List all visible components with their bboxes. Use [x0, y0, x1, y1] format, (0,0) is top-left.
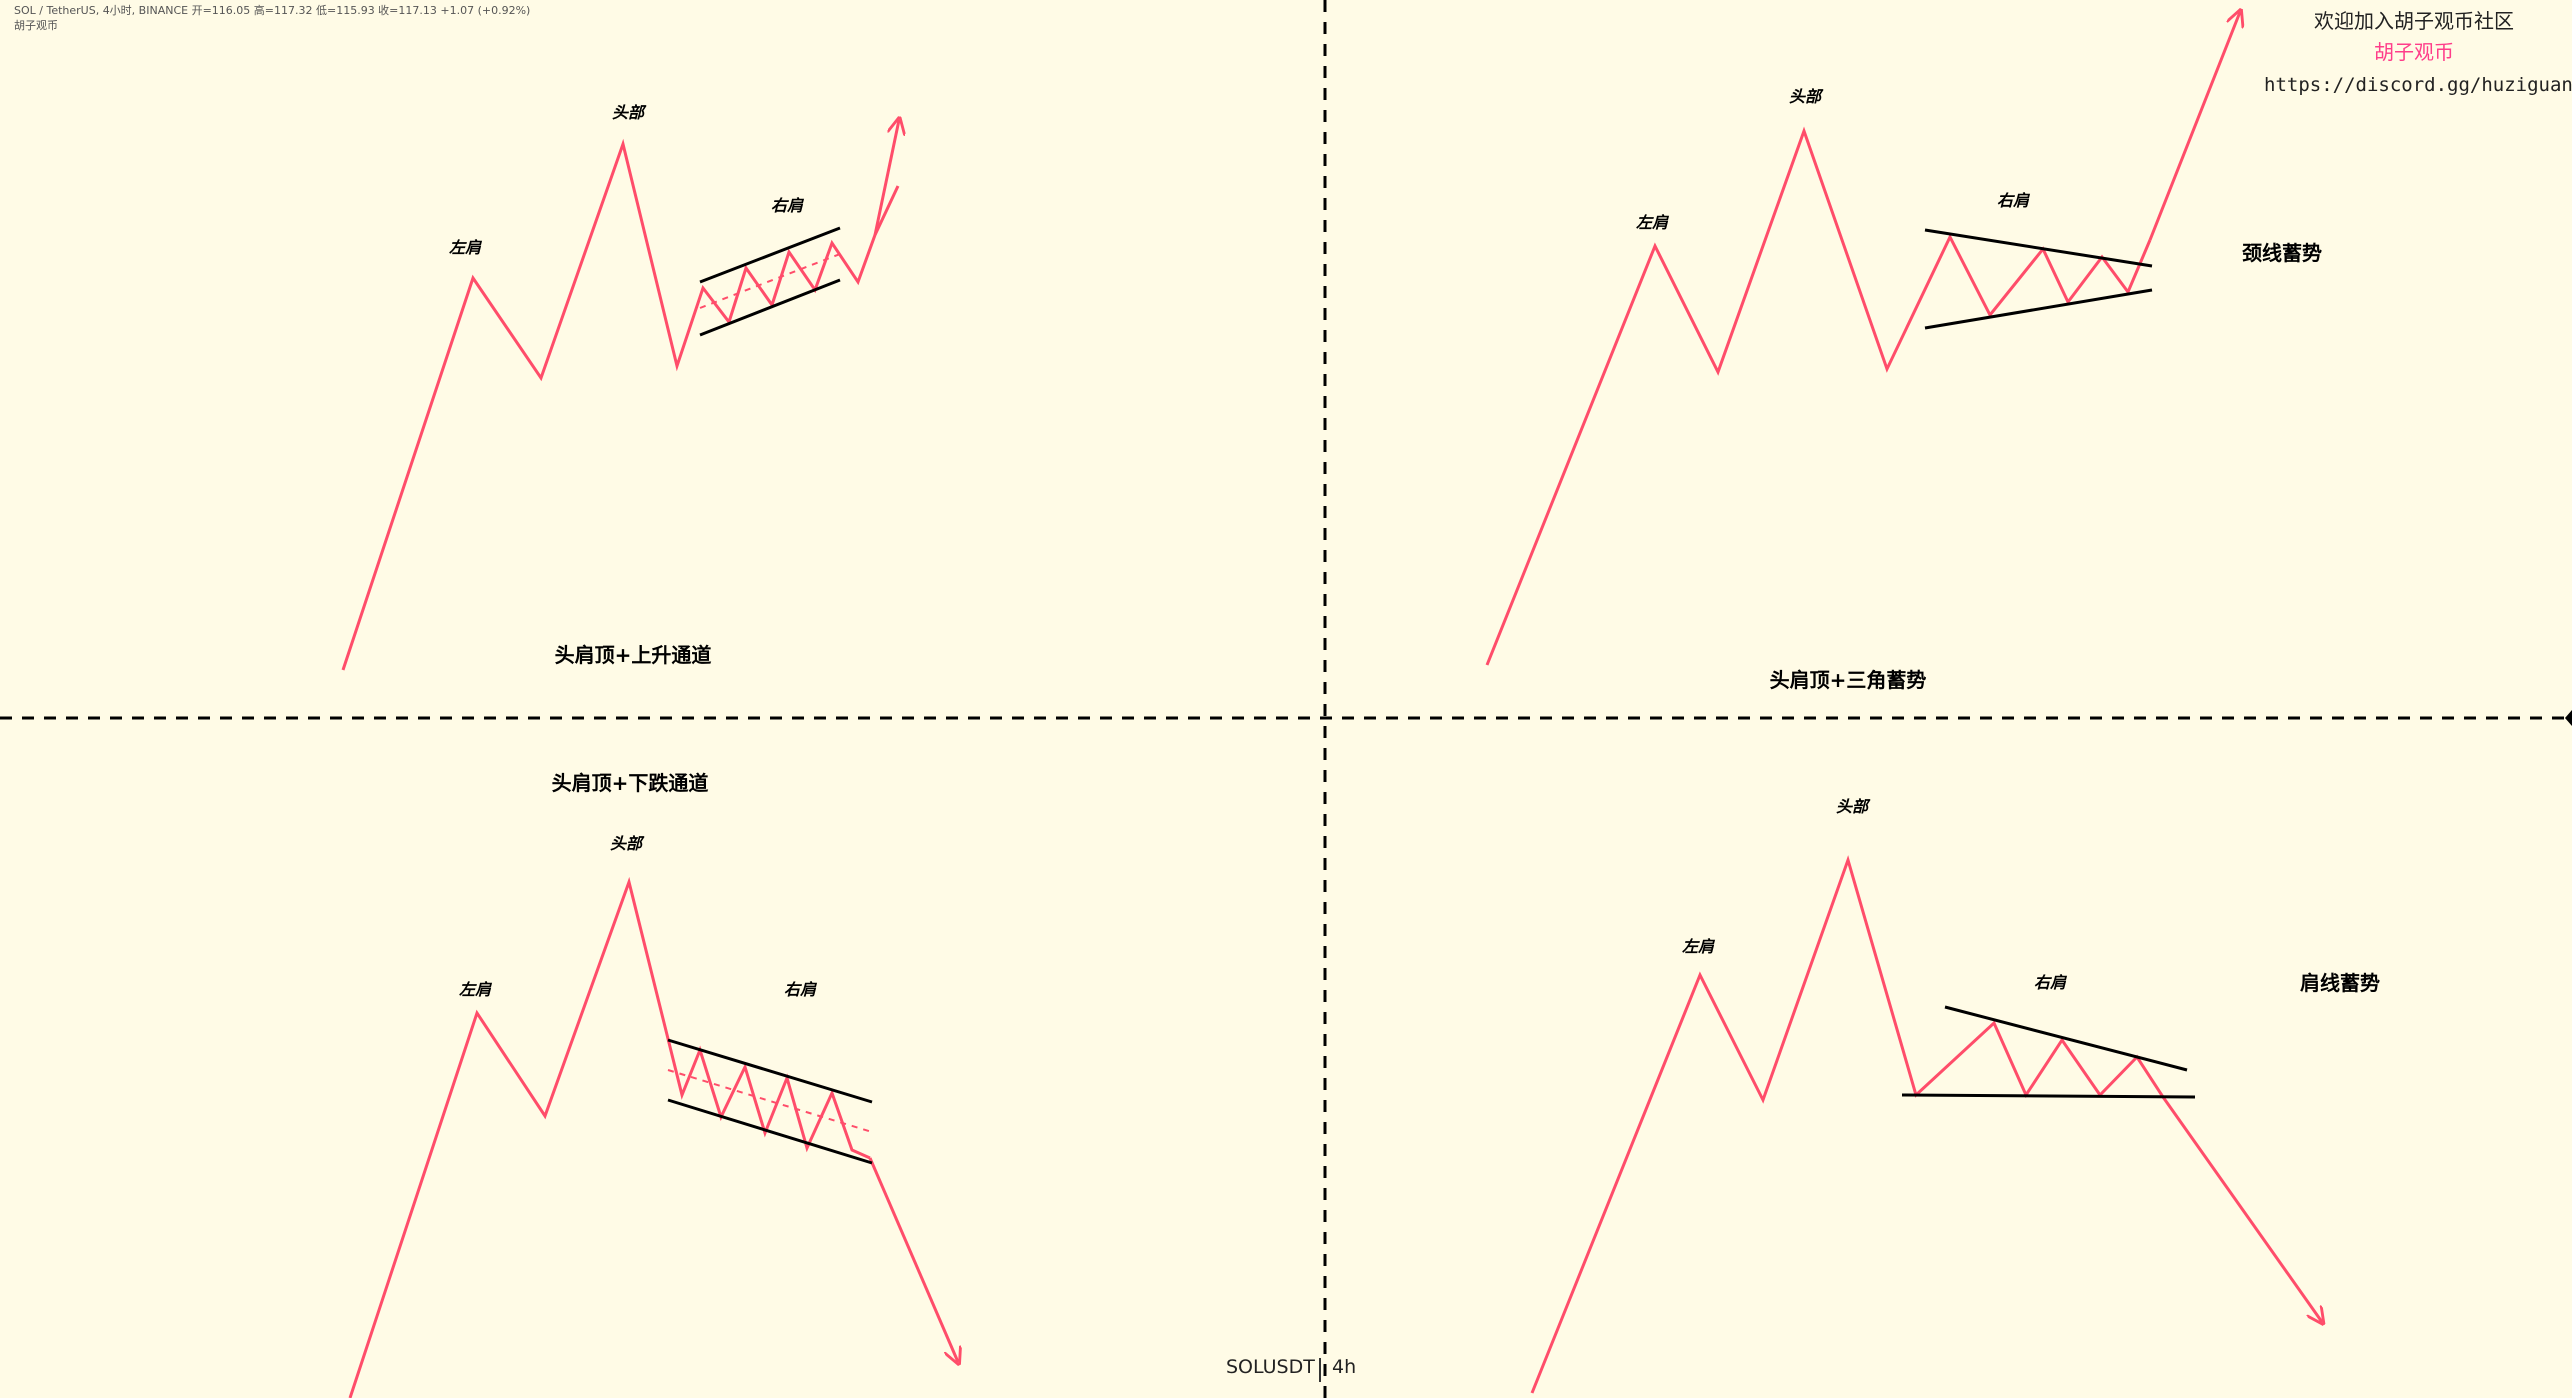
label-head-bl: 头部 — [610, 834, 645, 853]
price-path-tl — [341, 138, 900, 671]
label-head-br: 头部 — [1836, 797, 1871, 816]
triangle-upper-tr — [1924, 228, 2153, 268]
promo-link[interactable]: https://discord.gg/huziguanbi — [2264, 74, 2572, 96]
footer-interval: 4h — [1332, 1356, 1357, 1378]
caption-tl: 头肩顶+上升通道 — [555, 643, 712, 667]
promo-block: 欢迎加入胡子观币社区 胡子观币 https://discord.gg/huzig… — [2264, 6, 2572, 102]
label-right-shoulder-tr: 右肩 — [1997, 191, 2031, 210]
price-path-tr — [1485, 126, 2152, 666]
side-note-tr: 颈线蓄势 — [2242, 241, 2322, 265]
label-head-tr: 头部 — [1789, 87, 1824, 106]
shoulder-line-br — [1944, 1005, 2188, 1072]
price-arrow-tl — [873, 120, 899, 236]
panel-bottom-left: 头肩顶+下跌通道 左肩 头部 右肩 — [348, 771, 958, 1398]
panel-top-left: 左肩 头部 右肩 头肩顶+上升通道 — [341, 103, 900, 671]
price-path-bl — [348, 876, 871, 1398]
panel-top-right: 左肩 头部 右肩 颈线蓄势 头肩顶+三角蓄势 — [1485, 12, 2322, 692]
label-left-shoulder-br: 左肩 — [1682, 937, 1716, 956]
neckline-br — [1901, 1093, 2196, 1099]
panel-bottom-right: 左肩 头部 右肩 肩线蓄势 — [1530, 797, 2380, 1394]
label-right-shoulder-bl: 右肩 — [784, 980, 818, 999]
channel-mid-tl — [699, 253, 841, 309]
edge-marker — [2565, 710, 2572, 726]
triangle-lower-tr — [1924, 288, 2153, 330]
price-arrow-br — [2161, 1096, 2322, 1322]
channel-lower-bl — [667, 1098, 873, 1165]
channel-lower-tl — [699, 278, 841, 337]
label-head-tl: 头部 — [612, 103, 647, 122]
side-note-br: 肩线蓄势 — [2300, 971, 2380, 995]
footer-symbol: SOLUSDT — [1226, 1356, 1315, 1378]
channel-upper-tl — [699, 226, 841, 284]
channel-upper-bl — [667, 1038, 873, 1104]
label-right-shoulder-tl: 右肩 — [771, 196, 805, 215]
watermark-small: 胡子观币 — [14, 19, 58, 32]
price-path-br — [1530, 855, 2165, 1394]
label-left-shoulder-bl: 左肩 — [459, 980, 493, 999]
label-left-shoulder-tl: 左肩 — [449, 238, 483, 257]
price-arrow-bl — [868, 1157, 958, 1362]
label-left-shoulder-tr: 左肩 — [1636, 213, 1670, 232]
caption-bl: 头肩顶+下跌通道 — [552, 771, 709, 795]
price-arrow-tr — [2148, 12, 2240, 241]
label-right-shoulder-br: 右肩 — [2034, 973, 2068, 992]
caption-tr: 头肩顶+三角蓄势 — [1770, 668, 1927, 692]
symbol-info-line: SOL / TetherUS, 4小时, BINANCE 开=116.05 高=… — [14, 4, 531, 17]
promo-line1: 欢迎加入胡子观币社区 — [2314, 9, 2514, 33]
promo-line2: 胡子观币 — [2374, 40, 2454, 64]
